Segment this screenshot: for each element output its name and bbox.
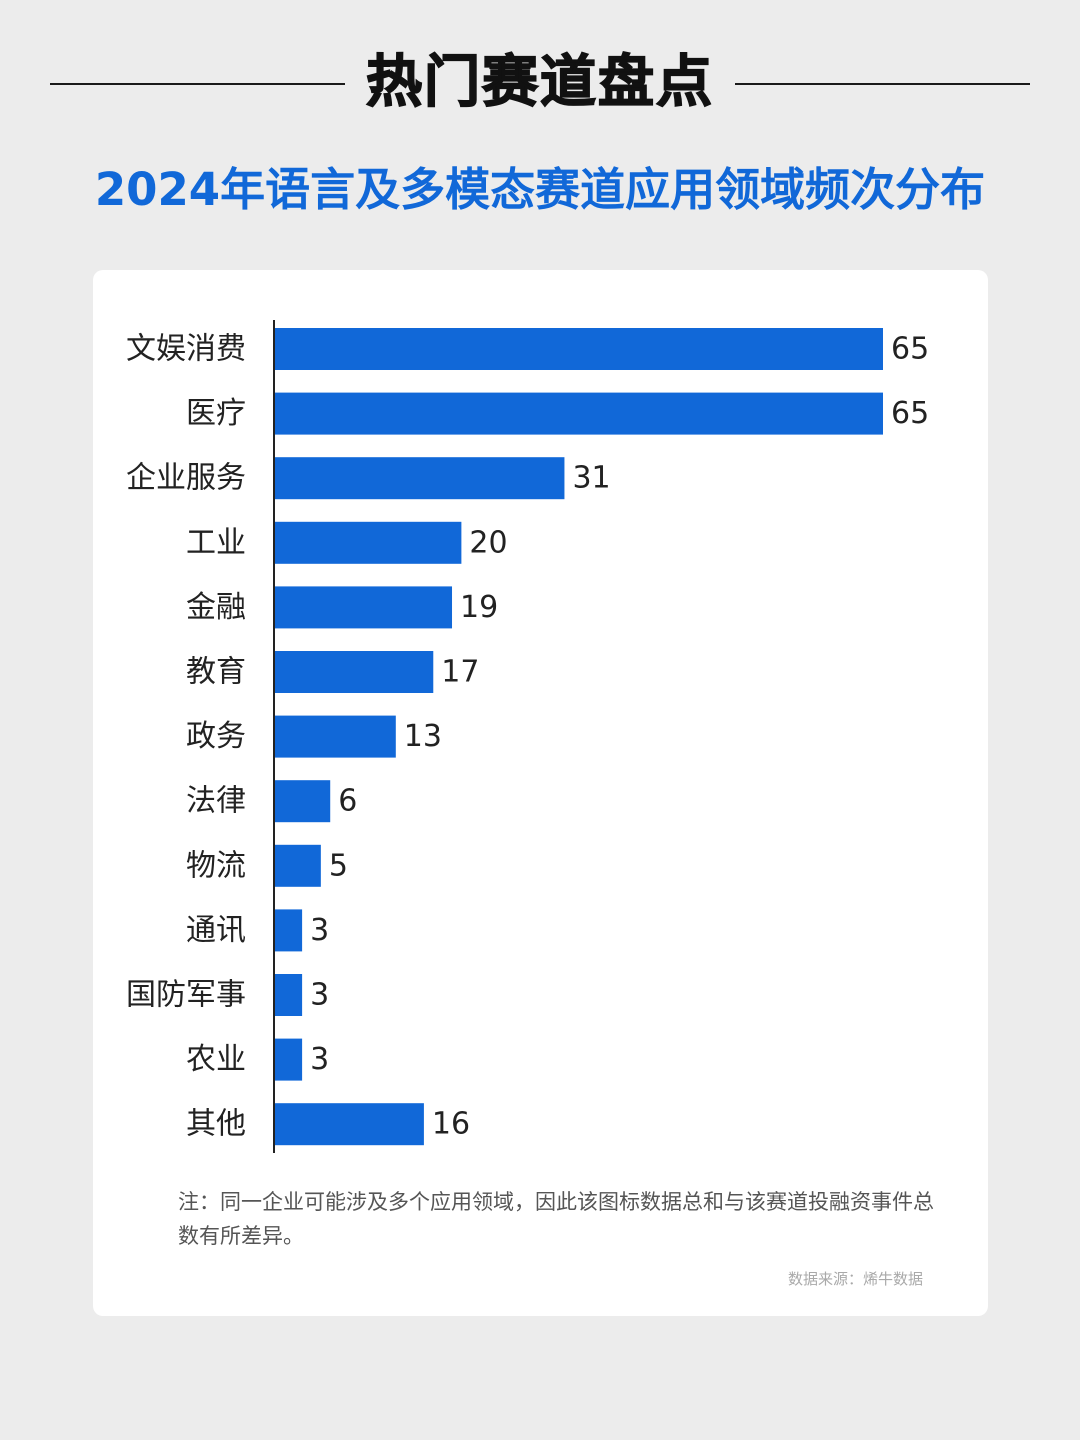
bar-chart: 文娱消费 65 医疗 65 企业服务 31 工业 20 金融 19 教育 17 政务 13 法律 6 物流 5 通讯…: [126, 320, 929, 1153]
bar: [275, 457, 565, 500]
header-divider-left: [50, 83, 345, 85]
bar: [275, 328, 883, 370]
bar: [275, 586, 453, 629]
data-label: 65: [891, 332, 929, 367]
bar: [275, 392, 883, 435]
category-label: 物流: [186, 848, 246, 883]
chart-title: 2024年语言及多模态赛道应用领域频次分布: [94, 163, 986, 216]
bar: [275, 909, 303, 952]
chart-note: 注：同一企业可能涉及多个应用领域，因此该图标数据总和与该赛道投融资事件总数有所差…: [178, 1190, 934, 1248]
data-label: 31: [572, 461, 610, 496]
category-label: 金融: [186, 590, 246, 625]
category-label: 法律: [186, 784, 246, 819]
data-label: 19: [460, 590, 498, 625]
category-label: 其他: [186, 1107, 246, 1142]
data-label: 6: [338, 784, 357, 819]
header-divider-right: [735, 83, 1030, 85]
data-label: 65: [891, 396, 929, 431]
data-label: 17: [441, 655, 479, 690]
header-title: 热门赛道盘点: [365, 49, 714, 116]
data-label: 3: [310, 1042, 329, 1077]
data-label: 20: [469, 525, 507, 560]
bar: [275, 780, 331, 823]
category-label: 企业服务: [126, 461, 246, 496]
category-label: 教育: [186, 655, 246, 690]
category-label: 文娱消费: [126, 332, 246, 367]
category-label: 工业: [186, 525, 246, 560]
category-label: 政务: [186, 719, 246, 754]
bar: [275, 651, 434, 693]
data-label: 3: [310, 978, 329, 1013]
category-label: 国防军事: [126, 978, 246, 1013]
data-source: 数据来源：烯牛数据: [787, 1270, 923, 1288]
category-label: 农业: [186, 1042, 246, 1077]
data-label: 3: [310, 913, 329, 948]
data-label: 16: [432, 1107, 470, 1142]
data-label: 5: [329, 848, 348, 883]
bar: [275, 521, 462, 564]
category-label: 通讯: [186, 913, 246, 948]
chart-card: 文娱消费 65 医疗 65 企业服务 31 工业 20 金融 19 教育 17 政务 13 法律 6 物流 5 通讯…: [93, 270, 988, 1316]
data-label: 13: [404, 719, 442, 754]
bar: [275, 1038, 303, 1081]
category-label: 医疗: [186, 396, 246, 431]
bar: [275, 844, 321, 887]
bar: [275, 1103, 424, 1146]
bar: [275, 974, 303, 1016]
bar: [275, 715, 396, 758]
header: 热门赛道盘点: [0, 40, 1080, 130]
